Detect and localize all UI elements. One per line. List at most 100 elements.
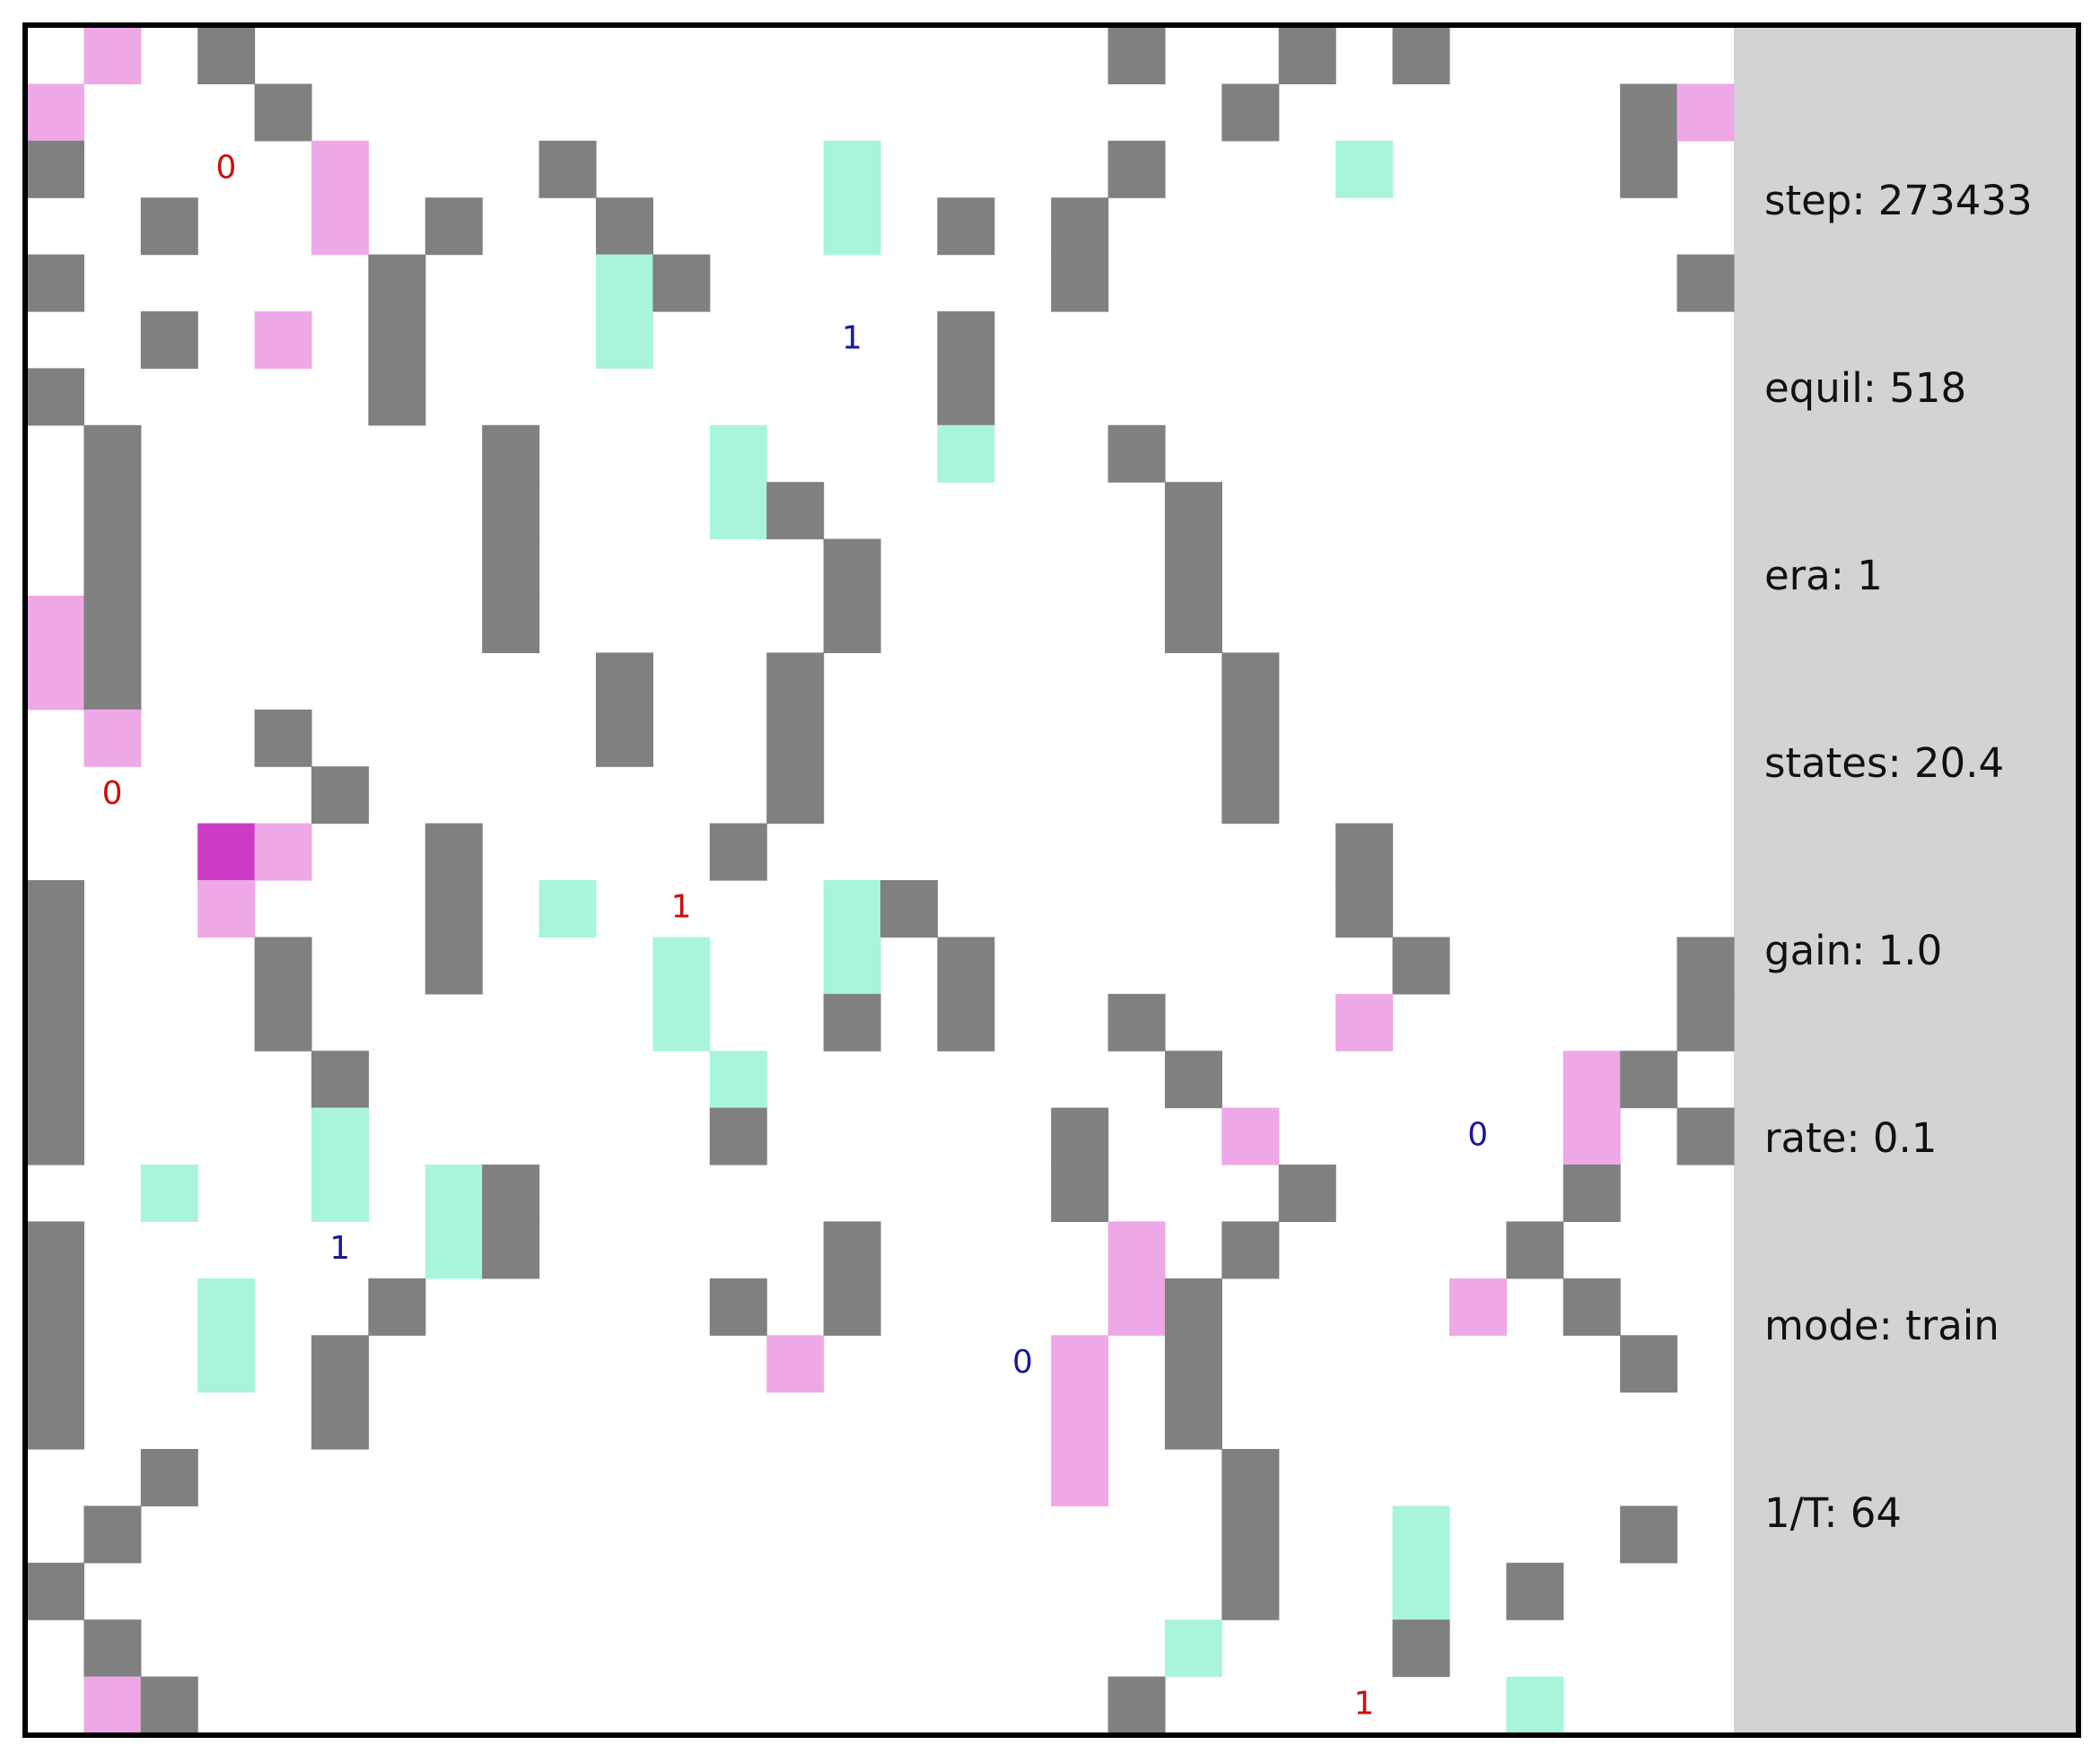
wall	[1221, 1562, 1280, 1620]
wall	[27, 140, 84, 198]
wall	[1620, 1505, 1678, 1564]
cyan-cell	[1392, 1505, 1450, 1564]
wall	[1107, 424, 1166, 483]
pink-cell	[254, 823, 312, 881]
wall	[1165, 1278, 1222, 1336]
pink-cell	[27, 596, 84, 653]
cyan-cell	[140, 1165, 198, 1222]
wall	[27, 937, 84, 995]
wall	[1278, 1165, 1336, 1222]
wall	[596, 709, 653, 767]
wall	[27, 1221, 84, 1279]
wall	[424, 197, 483, 256]
wall	[482, 1165, 540, 1222]
wall	[1051, 197, 1109, 256]
wall	[197, 27, 256, 84]
wall	[937, 937, 995, 995]
stat-line: rate: 0.1	[1764, 1114, 1937, 1162]
pink-cell	[766, 1335, 825, 1393]
wall	[1221, 1505, 1280, 1564]
wall	[27, 993, 84, 1052]
wall	[1676, 1107, 1735, 1165]
cyan-cell	[424, 1165, 483, 1222]
pink-cell	[27, 83, 84, 142]
wall	[27, 1335, 84, 1393]
wall	[1335, 823, 1394, 881]
wall	[254, 709, 312, 767]
grid-labels: 0 1 0 1 0 1 0 1	[102, 150, 1489, 1723]
agent-cell	[197, 823, 256, 881]
wall	[424, 880, 483, 938]
wall	[1620, 1051, 1678, 1109]
wall	[311, 766, 369, 825]
wall	[766, 482, 825, 540]
wall	[482, 596, 540, 653]
wall	[1676, 993, 1735, 1052]
wall	[709, 1278, 767, 1336]
wall	[83, 538, 142, 597]
cyan-cell	[424, 1221, 483, 1279]
wall	[83, 1619, 142, 1678]
wall	[1051, 254, 1109, 312]
pink-cell	[311, 140, 369, 198]
wall	[709, 823, 767, 881]
stat-line: equil: 518	[1764, 364, 1966, 412]
pink-cell	[83, 27, 142, 84]
wall	[254, 993, 312, 1052]
wall	[1165, 596, 1222, 653]
sidebar	[1734, 27, 2076, 1733]
cyan-cell	[1392, 1562, 1450, 1620]
wall	[1051, 1107, 1109, 1165]
pink-cell	[254, 311, 312, 369]
cyan-cell	[311, 1165, 369, 1222]
stat-line: mode: train	[1764, 1302, 1999, 1349]
wall	[1107, 1676, 1166, 1734]
stat-line: 1/T: 64	[1764, 1489, 1902, 1537]
cyan-cell	[823, 140, 881, 198]
wall	[1221, 83, 1280, 142]
pink-cell	[1335, 993, 1394, 1052]
wall	[1165, 1335, 1222, 1393]
pink-cell	[1107, 1278, 1166, 1336]
pink-cell	[197, 880, 256, 938]
wall	[823, 538, 881, 597]
wall	[1392, 27, 1450, 84]
wall	[596, 652, 653, 711]
wall	[1506, 1221, 1564, 1279]
wall	[880, 880, 938, 938]
wall	[1107, 140, 1166, 198]
wall	[482, 1221, 540, 1279]
wall	[1221, 652, 1280, 711]
wall	[823, 1278, 881, 1336]
wall	[27, 254, 84, 312]
cyan-cell	[311, 1107, 369, 1165]
pink-cell	[1051, 1335, 1109, 1393]
cyan-cell	[823, 937, 881, 995]
wall	[1676, 254, 1735, 312]
pink-cell	[1051, 1392, 1109, 1450]
cyan-cell	[709, 424, 767, 483]
wall	[1392, 1619, 1450, 1678]
wall	[766, 766, 825, 825]
cyan-cell	[197, 1278, 256, 1336]
cell-label: 1	[671, 889, 692, 926]
wall	[140, 1449, 198, 1506]
wall	[482, 424, 540, 483]
wall	[1165, 1051, 1222, 1109]
cyan-cell	[1335, 140, 1394, 198]
wall	[596, 197, 653, 256]
cell-label: 1	[842, 320, 862, 357]
pink-cell	[1562, 1107, 1621, 1165]
wall	[652, 254, 711, 312]
wall	[1335, 880, 1394, 938]
grid	[27, 27, 1735, 1734]
wall	[254, 83, 312, 142]
pink-cell	[27, 652, 84, 711]
wall	[1620, 140, 1678, 198]
stat-line: gain: 1.0	[1764, 927, 1942, 974]
pink-cell	[1051, 1449, 1109, 1506]
wall	[937, 993, 995, 1052]
stats-panel: step: 273433 equil: 518 era: 1 states: 20.4…	[1764, 177, 2033, 1537]
wall	[766, 652, 825, 711]
